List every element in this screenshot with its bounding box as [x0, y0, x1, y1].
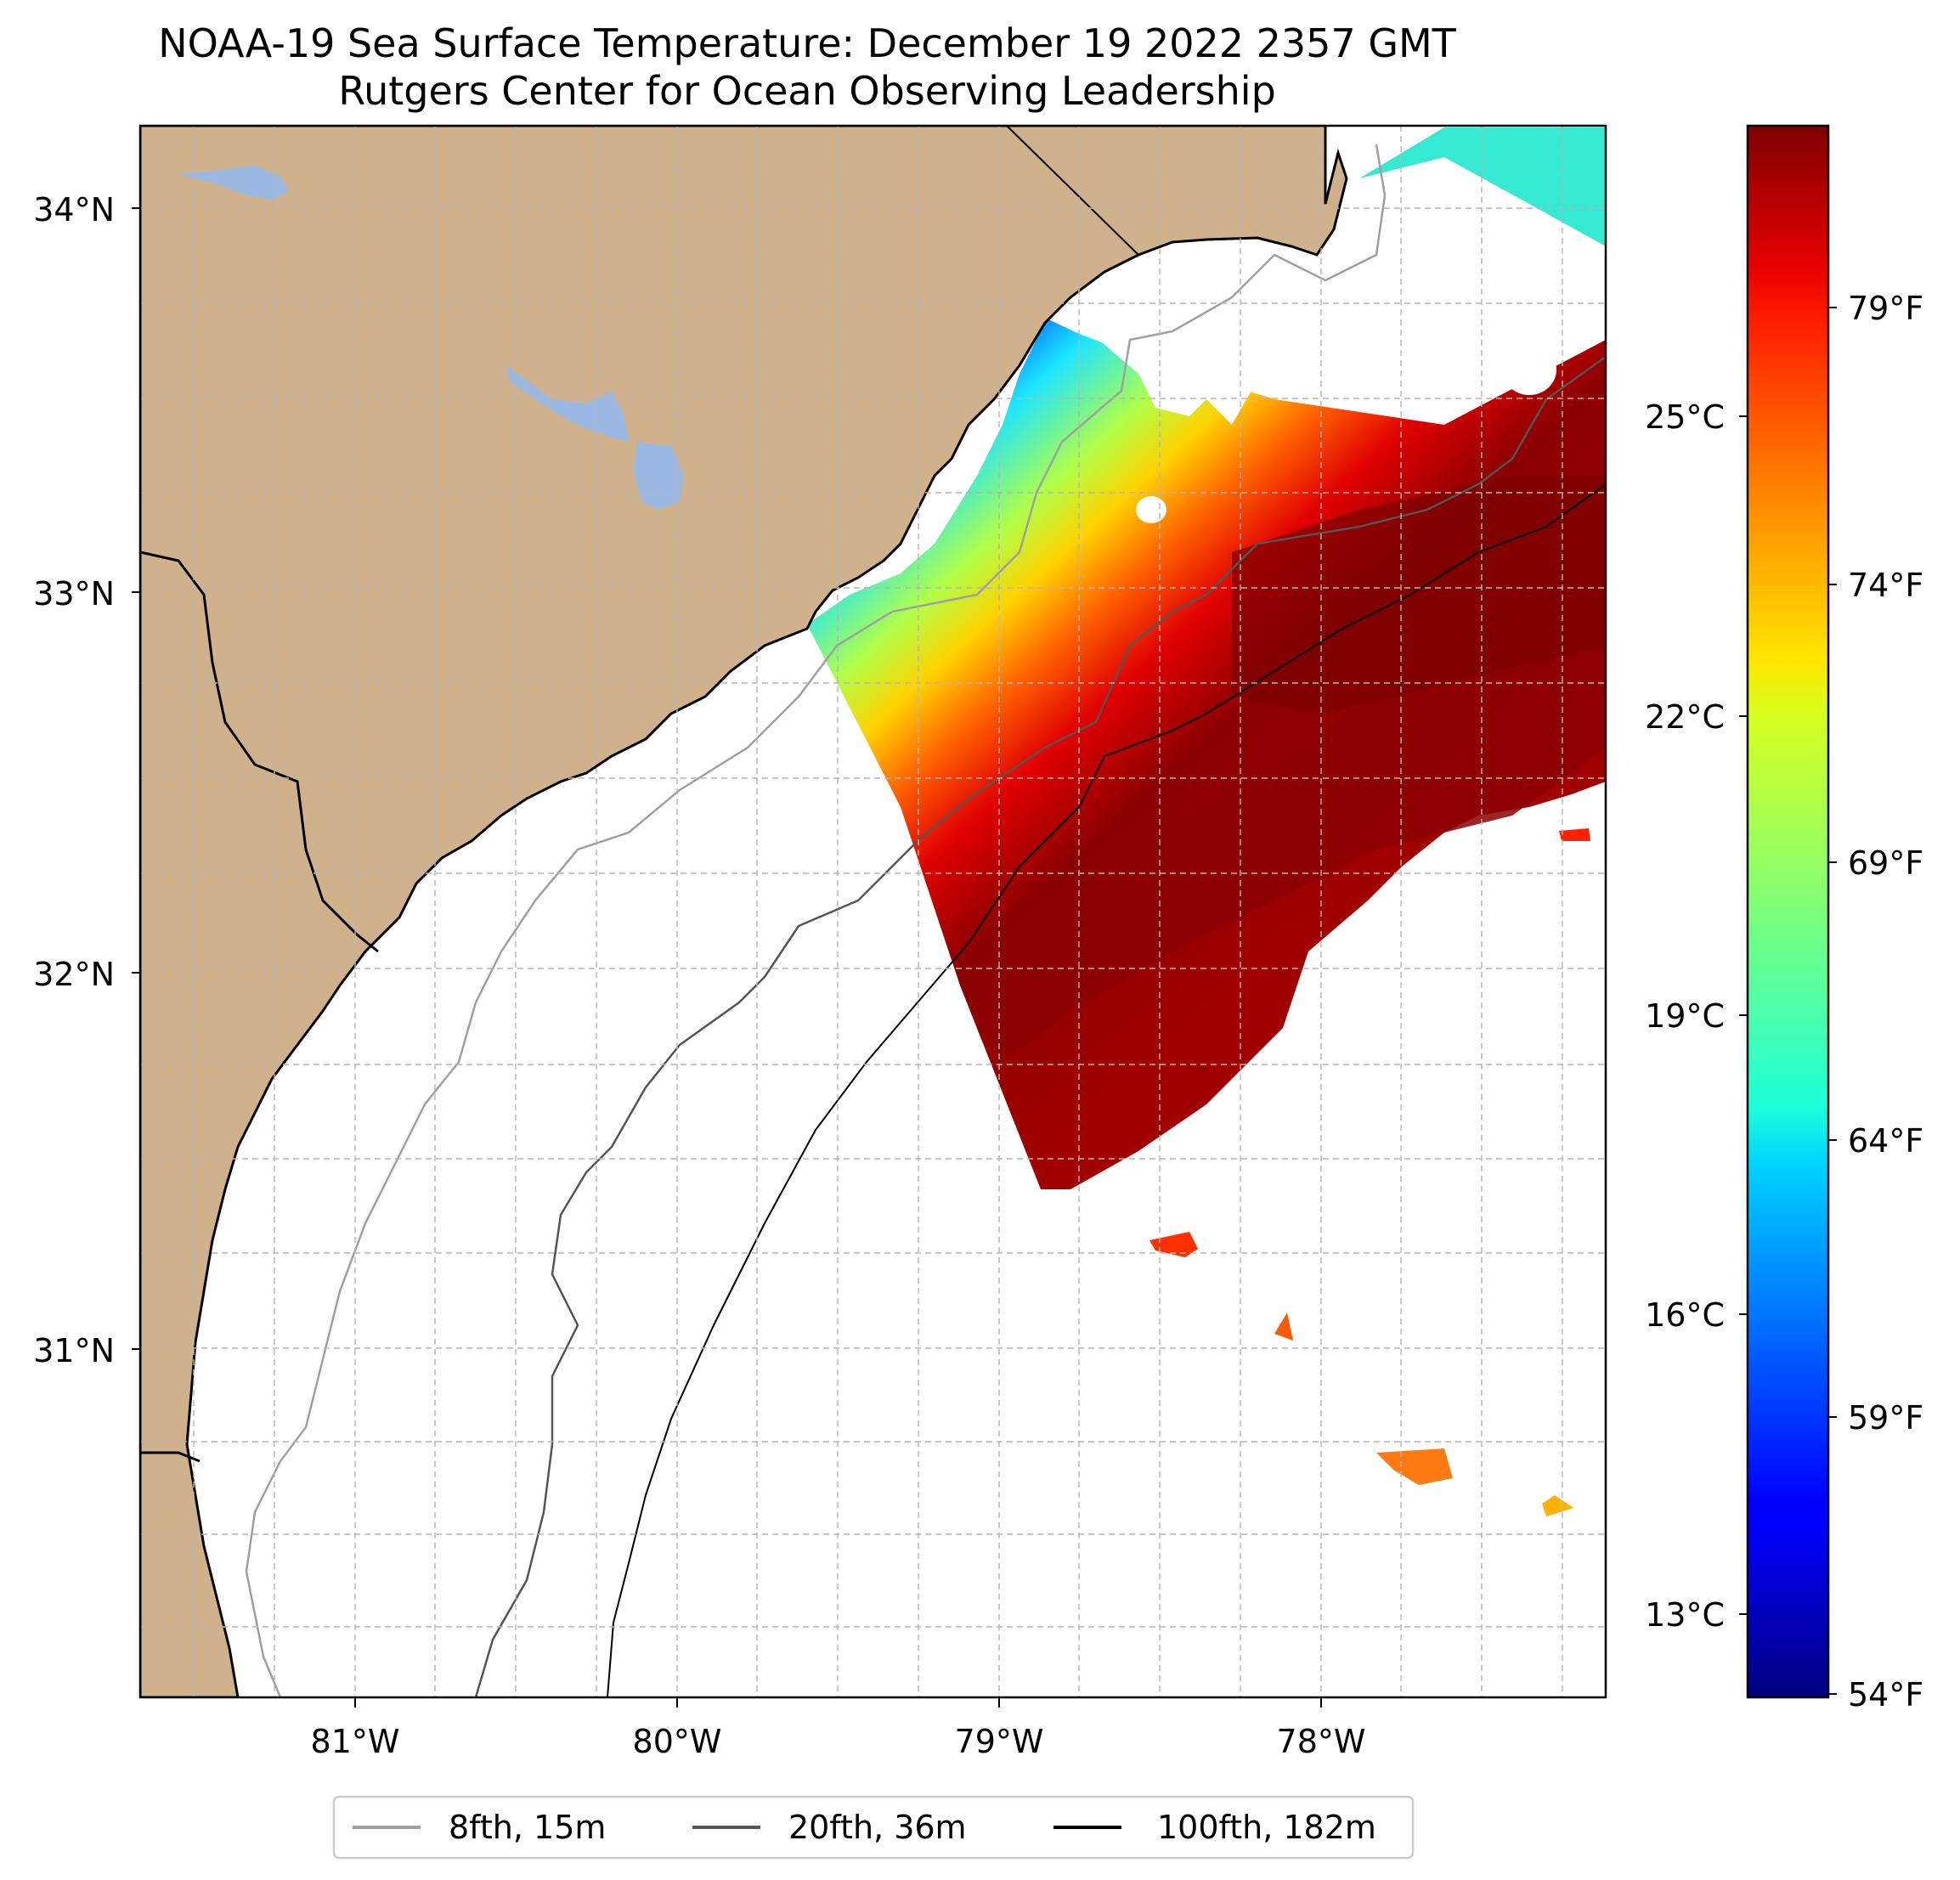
- legend-label: 100fth, 182m: [1157, 1809, 1376, 1846]
- river: [140, 1451, 201, 1463]
- contour-100fth: [607, 483, 1606, 1697]
- lat-tick: 34°N: [33, 191, 140, 229]
- lon-tick: 79°W: [955, 1697, 1044, 1760]
- map-subtitle: Rutgers Center for Ocean Observing Leade…: [338, 68, 1276, 114]
- lon-gridlines: [193, 126, 1563, 1697]
- cloud-gap: [1502, 344, 1556, 395]
- celsius-tick-label: 25°C: [1645, 398, 1725, 436]
- fahrenheit-tick: 74°F: [1828, 567, 1923, 604]
- legend-label: 20fth, 36m: [788, 1809, 967, 1846]
- lon-tick: 80°W: [633, 1697, 722, 1760]
- lat-tick: 32°N: [33, 956, 140, 993]
- fahrenheit-tick: 69°F: [1828, 844, 1923, 882]
- celsius-tick-label: 22°C: [1645, 698, 1725, 736]
- lake-water-body: [177, 166, 289, 200]
- lat-tick: 31°N: [33, 1332, 140, 1369]
- sst-north-patch: [1359, 127, 1606, 246]
- colorbar: 25°C 22°C 19°C 16°C 13°C 79°F 74°F: [1645, 124, 1923, 1713]
- sst-patch: [1559, 828, 1590, 841]
- celsius-tick: 13°C: [1645, 1596, 1748, 1634]
- cloud-gap: [1136, 496, 1166, 523]
- celsius-tick-label: 13°C: [1645, 1596, 1725, 1634]
- fahrenheit-tick: 59°F: [1828, 1399, 1923, 1437]
- contour-legend: 8fth, 15m 20fth, 36m 100fth, 182m: [332, 1795, 1415, 1860]
- lon-tick: 78°W: [1277, 1697, 1366, 1760]
- celsius-tick: 19°C: [1645, 997, 1748, 1035]
- lat-tick: 33°N: [33, 575, 140, 613]
- fahrenheit-tick-label: 69°F: [1848, 844, 1923, 882]
- fahrenheit-tick: 54°F: [1828, 1676, 1923, 1713]
- lake-water-body: [506, 365, 629, 442]
- celsius-tick: 22°C: [1645, 698, 1748, 736]
- map-title: NOAA-19 Sea Surface Temperature: Decembe…: [158, 20, 1456, 66]
- legend-item: 100fth, 182m: [1053, 1809, 1376, 1846]
- lon-tick-label: 80°W: [633, 1723, 722, 1760]
- fahrenheit-tick-label: 59°F: [1848, 1399, 1923, 1437]
- fahrenheit-tick: 64°F: [1828, 1122, 1923, 1160]
- legend-box: [332, 1795, 1415, 1860]
- contour-8fth: [245, 144, 1387, 1697]
- state-border: [1006, 126, 1139, 256]
- lon-tick: 81°W: [311, 1697, 400, 1760]
- latitude-axis: 34°N 33°N 32°N 31°N: [33, 191, 140, 1369]
- celsius-tick: 16°C: [1645, 1296, 1748, 1334]
- sst-patch: [1274, 1313, 1293, 1341]
- sst-patch: [1149, 1232, 1198, 1257]
- fahrenheit-tick: 79°F: [1828, 290, 1923, 327]
- fahrenheit-tick-label: 79°F: [1848, 290, 1923, 327]
- state-border: [140, 550, 379, 953]
- lon-tick-label: 78°W: [1277, 1723, 1366, 1760]
- lat-tick-label: 34°N: [33, 191, 115, 229]
- legend-item: 8fth, 15m: [353, 1809, 606, 1846]
- fahrenheit-tick-label: 74°F: [1848, 567, 1923, 604]
- lat-tick-label: 33°N: [33, 575, 115, 613]
- map-area: [140, 126, 1606, 1697]
- sst-patch: [1376, 1448, 1453, 1485]
- legend-item: 20fth, 36m: [692, 1809, 967, 1846]
- map-frame: [138, 124, 1607, 1699]
- longitude-axis: 81°W 80°W 79°W 78°W: [311, 1697, 1366, 1760]
- lat-tick-label: 32°N: [33, 956, 115, 993]
- lon-tick-label: 81°W: [311, 1723, 400, 1760]
- lon-tick-label: 79°W: [955, 1723, 1044, 1760]
- sst-patch: [1542, 1495, 1573, 1516]
- colorbar-gradient: [1746, 124, 1830, 1699]
- sst-warm-core-offshore: [1232, 476, 1606, 714]
- fahrenheit-tick-label: 64°F: [1848, 1122, 1923, 1160]
- legend-label: 8fth, 15m: [449, 1809, 606, 1846]
- celsius-tick-label: 19°C: [1645, 997, 1725, 1035]
- land-area: [140, 126, 1348, 1697]
- celsius-tick: 25°C: [1645, 398, 1748, 436]
- celsius-tick-label: 16°C: [1645, 1296, 1725, 1334]
- lat-tick-label: 31°N: [33, 1332, 115, 1369]
- fahrenheit-tick-label: 54°F: [1848, 1676, 1923, 1713]
- contour-20fth: [474, 355, 1606, 1697]
